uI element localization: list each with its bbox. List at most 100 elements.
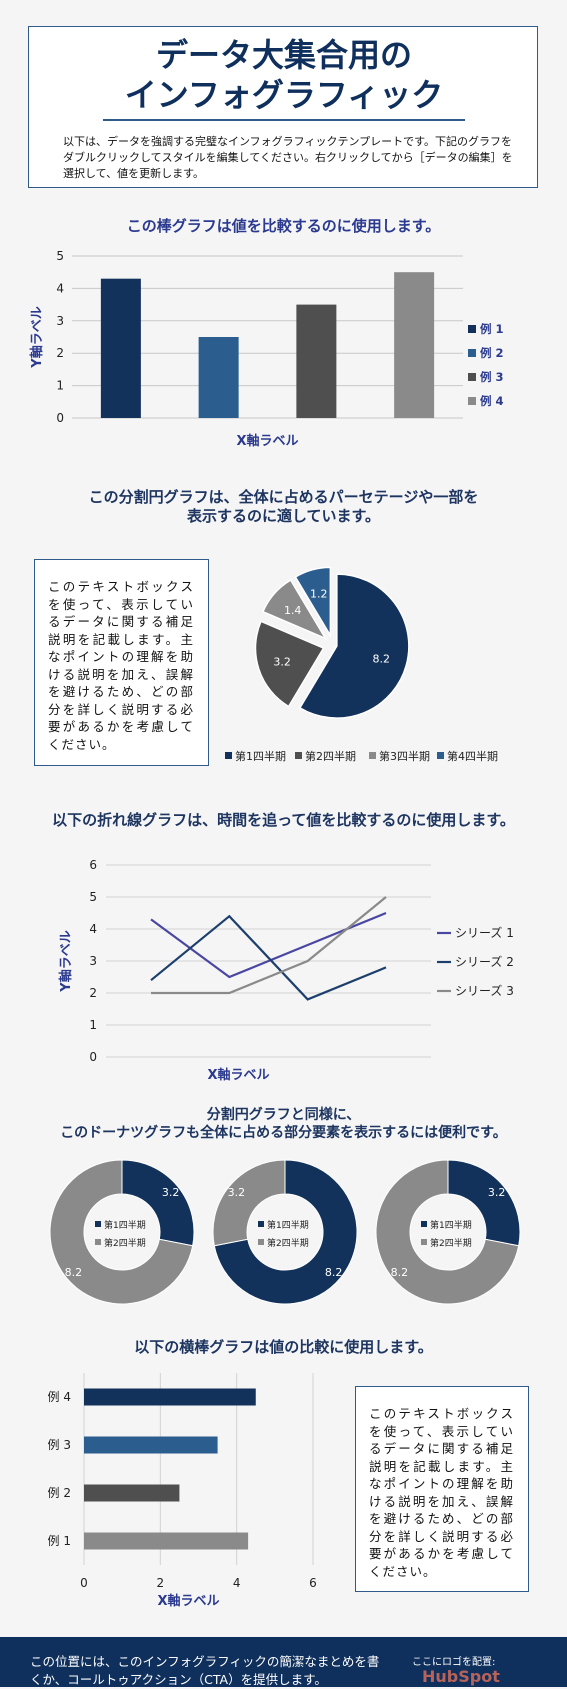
legend-swatch <box>225 752 232 759</box>
y-tick-label: 4 <box>89 922 97 936</box>
legend-swatch <box>437 752 444 759</box>
hbar-chart-title: 以下の横棒グラフは値の比較に使用します。 <box>134 1338 433 1356</box>
legend-swatch <box>421 1239 427 1245</box>
hbar <box>84 1436 218 1454</box>
y-tick-label: 0 <box>89 1050 97 1064</box>
bar <box>296 304 337 418</box>
title-divider <box>103 119 465 121</box>
y-tick-label: 5 <box>56 249 64 263</box>
pie-data-label: 1.4 <box>284 604 302 617</box>
bar-chart[interactable]: 0 1 2 3 4 5 例 1 例 2 例 3 例 4 X軸ラベル Y軸ラベル <box>0 240 567 455</box>
x-tick-label: 0 <box>80 1576 88 1590</box>
x-tick-label: 2 <box>157 1576 165 1590</box>
x-axis-label: X軸ラベル <box>157 1593 219 1609</box>
hbar-chart[interactable]: 0 2 4 6 例 4 例 3 例 2 例 1 X軸ラベル <box>0 1365 340 1615</box>
pie-data-label: 3.2 <box>273 656 291 669</box>
donut-charts[interactable]: 3.2 第1四半期 8.2 第2四半期 8.2 第1四半期 3.2 第2四半期 3.2 第1四半期… <box>0 1152 567 1312</box>
hbar <box>84 1532 249 1550</box>
legend-swatch <box>95 1221 101 1227</box>
hbar <box>84 1484 180 1502</box>
x-tick-label: 6 <box>309 1576 317 1590</box>
donut-data-label: 8.2 <box>391 1266 409 1279</box>
y-tick-label: 5 <box>89 890 97 904</box>
y-axis-label: Y軸ラベル <box>29 306 45 368</box>
legend-swatch <box>468 397 476 405</box>
donut-slice <box>375 1159 520 1305</box>
y-tick-label: 3 <box>89 954 97 968</box>
legend-label: 第2四半期 <box>430 1237 472 1249</box>
pie-chart-title: この分割円グラフは、全体に占めるパーセテージや一部を 表示するのに適しています。 <box>88 488 479 525</box>
donut-slice <box>213 1159 358 1305</box>
legend-label: 第2四半期 <box>104 1237 146 1249</box>
logo-label: ここにロゴを配置: <box>412 1657 496 1668</box>
pie-note-box: このテキストボックスを使って、表示しているデータに関する補足説明を記載します。主… <box>34 559 209 766</box>
legend-label: 第1四半期 <box>104 1219 146 1231</box>
x-axis-label: X軸ラベル <box>236 433 298 449</box>
donut-data-label: 8.2 <box>325 1266 343 1279</box>
line-series <box>150 911 387 979</box>
legend-label: 例 1 <box>480 322 504 336</box>
pie-data-label: 1.2 <box>310 587 328 600</box>
legend-swatch <box>95 1239 101 1245</box>
legend-label: 第2四半期 <box>267 1237 309 1249</box>
y-tick-label: 1 <box>56 379 64 393</box>
pie-chart[interactable]: 8.2 第1四半期 3.2 第2四半期 1.4 第3四半期 1.2 第4四半期 <box>225 560 567 770</box>
y-tick-label: 0 <box>56 411 64 425</box>
legend-label: 第1四半期 <box>235 749 286 763</box>
y-tick-label: 例 2 <box>48 1486 71 1500</box>
bar <box>100 278 141 418</box>
pie-slice <box>294 566 332 639</box>
y-tick-label: 3 <box>56 314 64 328</box>
y-tick-label: 2 <box>56 346 64 360</box>
bar-chart-title: この棒グラフは値を比較するのに使用します。 <box>126 217 441 235</box>
pie-slice <box>298 573 410 719</box>
line-series <box>151 896 387 995</box>
bar <box>198 337 239 418</box>
y-tick-label: 2 <box>89 986 97 1000</box>
y-tick-label: 1 <box>89 1018 97 1032</box>
hubspot-logo: HubSpot <box>422 1667 500 1686</box>
pie-data-label: 8.2 <box>373 652 391 665</box>
legend-label: シリーズ 1 <box>455 925 514 940</box>
y-tick-label: 例 1 <box>48 1534 71 1548</box>
legend-label: 第2四半期 <box>305 749 356 763</box>
intro-text: 以下は、データを強調する完璧なインフォグラフィックテンプレートです。下記のグラフ… <box>63 135 513 180</box>
legend-label: シリーズ 2 <box>455 954 514 969</box>
pie-slice <box>254 620 325 708</box>
bar <box>394 272 435 418</box>
legend-label: 第1四半期 <box>430 1219 472 1231</box>
y-tick-label: 6 <box>89 858 97 872</box>
legend-swatch <box>468 349 476 357</box>
line-chart[interactable]: 0 1 2 3 4 5 6 シリーズ 1 シリーズ 2 シリーズ 3 X軸ラベル Y軸ラベル <box>0 852 567 1090</box>
donut-slice <box>49 1159 194 1305</box>
header-box: データ大集合用の インフォグラフィック 以下は、データを強調する完璧なインフォグ… <box>28 26 538 188</box>
legend-swatch <box>369 752 376 759</box>
donut-slice <box>121 1159 195 1247</box>
legend-label: 第1四半期 <box>267 1219 309 1231</box>
donut-slice <box>212 1159 286 1247</box>
legend-label: 例 3 <box>480 370 504 384</box>
hbar-note-box: このテキストボックスを使って、表示しているデータに関する補足説明を記載します。主… <box>355 1386 529 1592</box>
legend-swatch <box>468 373 476 381</box>
hbar <box>84 1388 256 1406</box>
page-title: データ大集合用の インフォグラフィック <box>124 36 444 114</box>
legend-swatch <box>421 1221 427 1227</box>
donut-data-label: 3.2 <box>228 1186 246 1199</box>
legend-label: シリーズ 3 <box>455 983 514 998</box>
y-tick-label: 例 4 <box>48 1390 71 1404</box>
x-axis-label: X軸ラベル <box>207 1067 269 1083</box>
y-tick-label: 例 3 <box>48 1438 71 1452</box>
y-axis-label: Y軸ラベル <box>58 930 74 992</box>
donut-data-label: 8.2 <box>65 1266 83 1279</box>
line-chart-title: 以下の折れ線グラフは、時間を追って値を比較するのに使用します。 <box>52 811 515 829</box>
donut-data-label: 3.2 <box>488 1186 506 1199</box>
pie-slice <box>261 579 328 641</box>
legend-swatch <box>258 1221 264 1227</box>
legend-swatch <box>468 325 476 333</box>
line-series <box>150 914 387 1001</box>
y-tick-label: 4 <box>56 281 64 295</box>
legend-label: 例 4 <box>480 394 504 408</box>
x-tick-label: 4 <box>233 1576 241 1590</box>
legend-swatch <box>258 1239 264 1245</box>
legend-swatch <box>295 752 302 759</box>
